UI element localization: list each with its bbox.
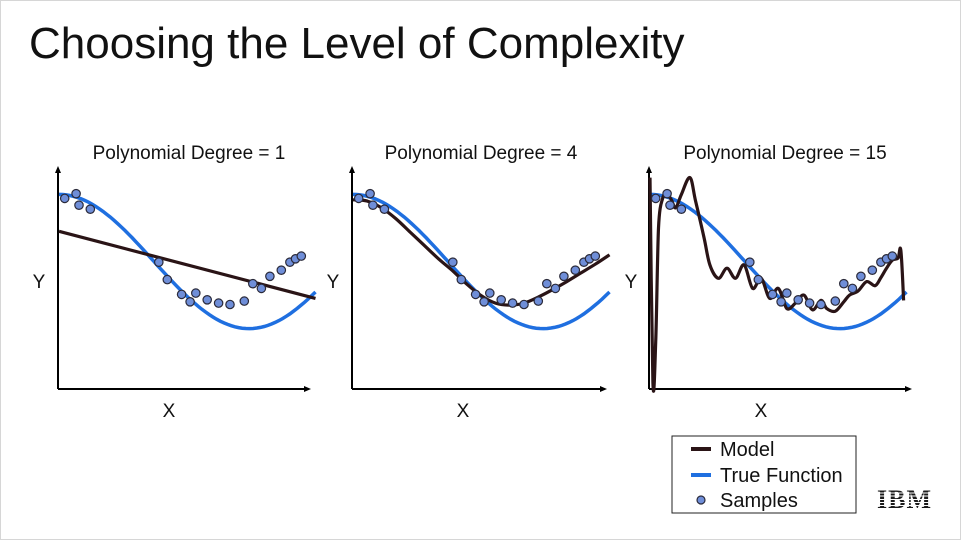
legend-model-label: Model (720, 439, 774, 461)
sample-point (867, 265, 878, 275)
sample-point (776, 296, 786, 307)
sample-point (225, 299, 235, 310)
sample-point (85, 204, 96, 214)
sample-point (550, 283, 561, 294)
sample-point (650, 193, 661, 204)
sample-point (519, 299, 529, 310)
sample-point (816, 299, 826, 310)
sample-point (353, 193, 364, 204)
chart-title: Polynomial Degree = 15 (683, 143, 886, 164)
legend-samples-marker (696, 495, 706, 505)
sample-point (256, 283, 267, 294)
sample-point (470, 289, 481, 300)
sample-point (447, 257, 458, 267)
sample-point (162, 274, 173, 285)
sample-point (479, 296, 489, 307)
sample-point (59, 193, 70, 204)
sample-point (541, 278, 552, 289)
sample-point (154, 257, 164, 267)
sample-point (570, 265, 581, 275)
sample-point (533, 296, 544, 306)
true-function-line (649, 192, 908, 331)
chart-panel-1: Polynomial Degree = 1 Y X (33, 143, 317, 422)
sample-point (496, 294, 506, 305)
sample-point (856, 271, 866, 282)
sample-point (276, 265, 287, 275)
sample-point (767, 289, 778, 300)
chart-title: Polynomial Degree = 4 (385, 143, 578, 164)
sample-point (191, 288, 201, 298)
y-axis-label: Y (327, 272, 340, 293)
legend-samples-label: Samples (720, 490, 798, 512)
sample-point (379, 204, 390, 214)
sample-point (676, 204, 687, 214)
chart-panel-2: Polynomial Degree = 4 Y X (327, 143, 611, 422)
sample-point (590, 251, 601, 261)
sample-point (793, 294, 803, 305)
x-axis-label: X (457, 401, 470, 422)
sample-point (176, 289, 187, 300)
sample-point (74, 200, 84, 210)
sample-point (296, 251, 307, 261)
sample-point (753, 274, 764, 285)
model-line (648, 176, 906, 393)
y-axis-label: Y (33, 272, 46, 293)
sample-point (662, 188, 672, 199)
ibm-logo: IBM (877, 485, 932, 514)
sample-point (202, 294, 212, 305)
sample-point (744, 257, 755, 267)
y-axis-label: Y (625, 272, 638, 293)
sample-point (213, 298, 224, 308)
sample-point (185, 296, 195, 307)
sample-point (265, 271, 275, 282)
sample-point (365, 188, 375, 199)
sample-point (71, 188, 81, 199)
sample-point (507, 298, 518, 308)
x-axis-label: X (163, 401, 176, 422)
sample-point (559, 271, 569, 282)
slide-title: Choosing the Level of Complexity (29, 19, 685, 68)
sample-point (665, 200, 675, 210)
model-line (58, 229, 316, 300)
sample-point (239, 296, 250, 306)
model-line (352, 198, 611, 307)
chart-panel-3: Polynomial Degree = 15 Y X (625, 143, 912, 422)
sample-point (248, 278, 258, 289)
chart-title: Polynomial Degree = 1 (93, 143, 286, 164)
sample-point (847, 283, 858, 294)
sample-point (830, 296, 841, 306)
sample-point (781, 288, 792, 298)
sample-point (887, 251, 898, 261)
legend-true-function-label: True Function (720, 465, 843, 487)
true-function-line (58, 192, 317, 331)
x-axis-label: X (755, 401, 768, 422)
sample-point (804, 298, 815, 308)
sample-point (456, 274, 467, 285)
sample-point (838, 278, 849, 289)
sample-point (484, 288, 495, 298)
sample-point (368, 200, 378, 210)
legend: Model True Function Samples (671, 435, 857, 514)
